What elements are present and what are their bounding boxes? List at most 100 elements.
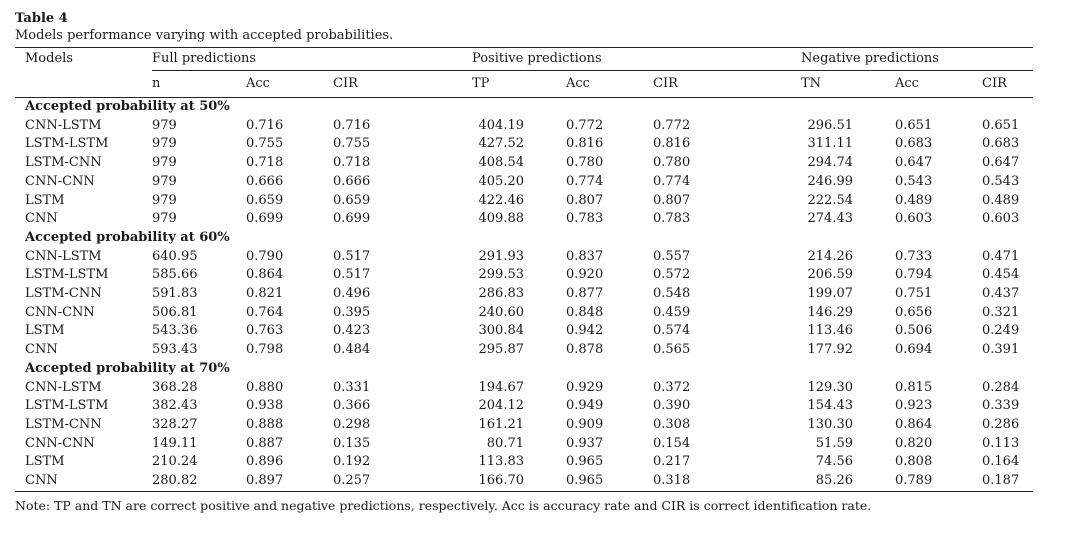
col-header-acc: Acc [246,76,270,91]
value-cell: 0.808 [895,454,933,470]
table-row: LSTM 543.36 0.763 0.423 300.84 0.942 0.574 113.… [15,322,1033,341]
value-cell: 0.135 [333,435,371,451]
tn-value: 311.11 [807,136,854,152]
model-name-cell: CNN-LSTM [25,117,102,133]
value-cell: 0.565 [653,342,691,358]
tp-value: 286.83 [478,286,525,302]
tn-value: 146.29 [807,304,854,320]
value-cell: 0.603 [895,211,933,227]
value-cell: 0.929 [566,379,604,395]
table-row: CNN 593.43 0.798 0.484 295.87 0.878 0.565 177.9… [15,341,1033,360]
value-cell: 286.83 [472,285,566,304]
value-cell: 74.56 [801,453,895,472]
value-cell: 166.70 [472,472,566,491]
model-name-cell: CNN [25,211,58,227]
value-cell: 0.880 [246,379,284,395]
group-header-full: Full predictions [152,48,472,71]
table-note: Note: TP and TN are correct positive and… [15,497,872,513]
table-row: CNN-CNN 149.11 0.887 0.135 80.71 0.937 0.154 51… [15,435,1033,454]
tn-value: 51.59 [815,435,853,451]
value-cell: 295.87 [472,341,566,360]
value-cell: 291.93 [472,248,566,267]
value-cell: 0.751 [895,286,933,302]
value-cell: 0.938 [246,398,284,414]
value-cell: 0.733 [895,248,933,264]
value-cell: 0.543 [895,173,933,189]
tn-value: 130.30 [807,416,854,432]
value-cell: 585.66 [152,267,198,283]
value-cell: 0.780 [653,155,691,171]
value-cell: 0.484 [333,342,371,358]
value-cell: 0.820 [895,435,933,451]
model-name-cell: LSTM-CNN [25,155,102,171]
tn-value: 246.99 [807,173,854,189]
model-name-cell: CNN [25,473,58,489]
value-cell: 422.46 [472,192,566,211]
value-cell: 0.318 [653,473,691,489]
tp-value: 295.87 [478,342,525,358]
model-name-cell: LSTM-CNN [25,286,102,302]
section-header-row: Accepted probability at 70% [15,360,1033,379]
tn-value: 206.59 [807,267,854,283]
value-cell: 0.798 [246,342,284,358]
value-cell: 0.454 [982,267,1020,283]
value-cell: 0.647 [895,155,933,171]
value-cell: 0.848 [566,304,604,320]
tp-value: 204.12 [478,398,525,414]
value-cell: 0.543 [982,173,1020,189]
value-cell: 0.471 [982,248,1020,264]
table-caption: Models performance varying with accepted… [15,28,394,43]
model-name-cell: LSTM [25,454,65,470]
tn-value: 113.46 [807,323,854,339]
tp-value: 166.70 [478,473,525,489]
col-header-cir: CIR [982,76,1007,91]
value-cell: 113.46 [801,322,895,341]
value-cell: 0.164 [982,454,1020,470]
tp-value: 194.67 [478,379,525,395]
value-cell: 0.217 [653,454,691,470]
table-row: LSTM-LSTM 382.43 0.938 0.366 204.12 0.949 0.39… [15,397,1033,416]
value-cell: 296.51 [801,117,895,136]
value-cell: 214.26 [801,248,895,267]
value-cell: 0.755 [246,136,284,152]
value-cell: 194.67 [472,379,566,398]
value-cell: 0.864 [895,416,933,432]
value-cell: 0.659 [246,192,284,208]
tp-value: 422.46 [478,192,525,208]
value-cell: 149.11 [152,435,198,451]
table-container: Table 4 Models performance varying with … [15,10,1033,514]
value-cell: 0.878 [566,342,604,358]
tp-value: 161.21 [478,416,525,432]
value-cell: 246.99 [801,173,895,192]
value-cell: 0.772 [653,117,691,133]
value-cell: 0.774 [653,173,691,189]
group-header-positive: Positive predictions [472,48,801,71]
value-cell: 0.887 [246,435,284,451]
tp-value: 113.83 [478,454,525,470]
value-cell: 222.54 [801,192,895,211]
value-cell: 51.59 [801,435,895,454]
value-cell: 299.53 [472,266,566,285]
value-cell: 0.506 [895,323,933,339]
section-header-row: Accepted probability at 60% [15,229,1033,248]
value-cell: 0.942 [566,323,604,339]
value-cell: 0.391 [982,342,1020,358]
value-cell: 129.30 [801,379,895,398]
value-cell: 0.548 [653,286,691,302]
value-cell: 0.763 [246,323,284,339]
value-cell: 0.699 [333,211,371,227]
value-cell: 80.71 [472,435,566,454]
value-cell: 506.81 [152,304,198,320]
value-cell: 0.718 [333,155,371,171]
bottom-rule [15,490,1033,492]
value-cell: 328.27 [152,416,198,432]
value-cell: 593.43 [152,342,198,358]
value-cell: 405.20 [472,173,566,192]
value-cell: 0.909 [566,416,604,432]
value-cell: 0.395 [333,304,371,320]
value-cell: 0.716 [333,117,371,133]
value-cell: 979 [152,211,177,227]
value-cell: 0.666 [333,173,371,189]
value-cell: 0.489 [982,192,1020,208]
value-cell: 240.60 [472,304,566,323]
